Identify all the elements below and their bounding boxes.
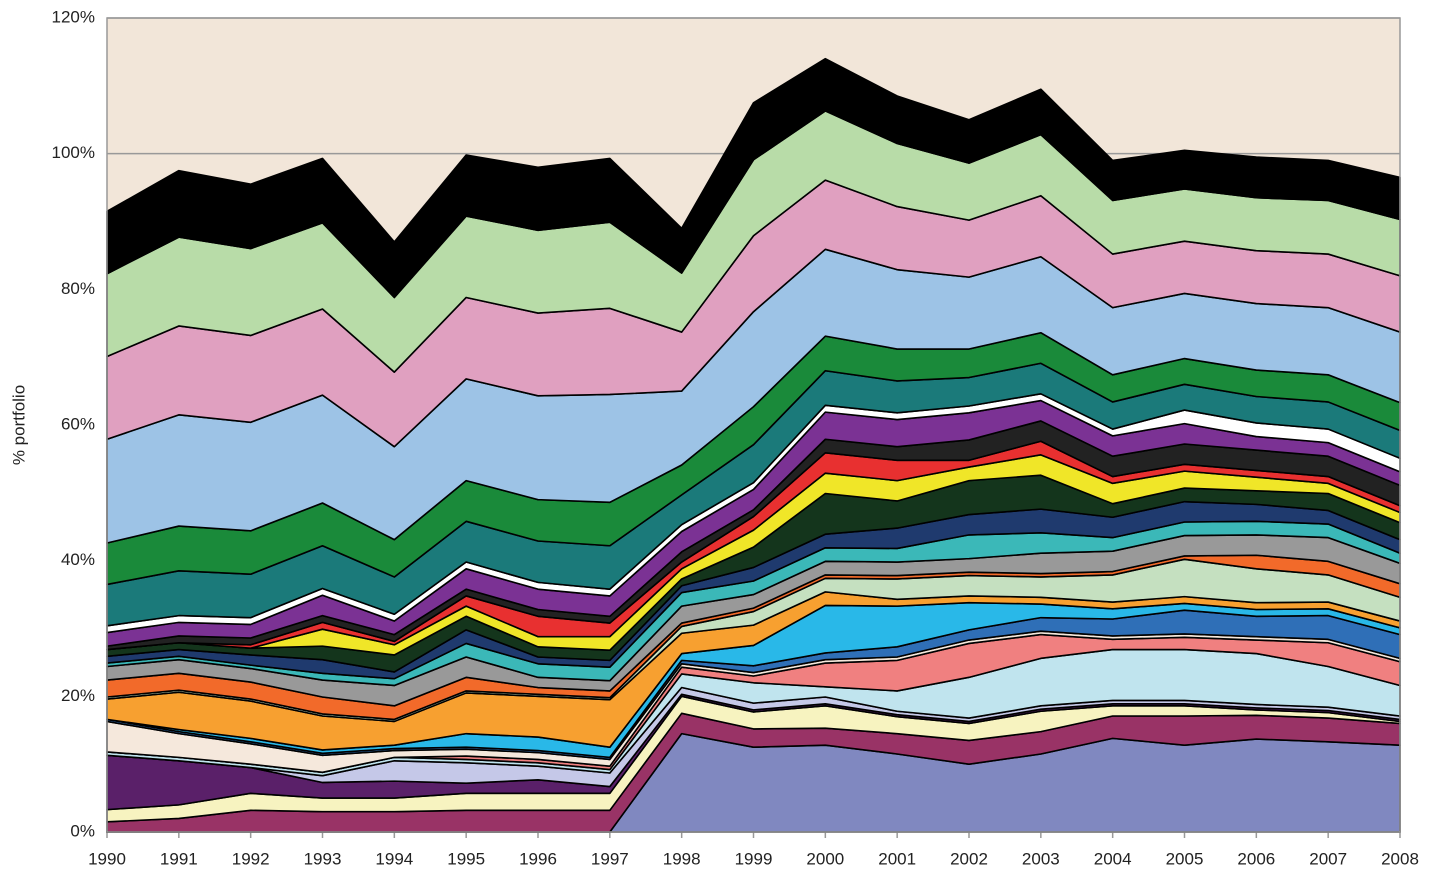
y-axis-label: % portfolio bbox=[9, 385, 28, 465]
x-tick-label: 2005 bbox=[1166, 849, 1204, 868]
x-tick-label: 1990 bbox=[88, 849, 126, 868]
x-tick-label: 1997 bbox=[591, 849, 629, 868]
x-tick-label: 1992 bbox=[232, 849, 270, 868]
x-tick-label: 2008 bbox=[1381, 849, 1419, 868]
x-tick-label: 1995 bbox=[447, 849, 485, 868]
y-tick-label: 80% bbox=[61, 279, 95, 298]
y-tick-label: 60% bbox=[61, 414, 95, 433]
plot-border bbox=[106, 17, 1401, 833]
x-tick-label: 1994 bbox=[375, 849, 413, 868]
x-tick-label: 2000 bbox=[806, 849, 844, 868]
x-tick-label: 2001 bbox=[878, 849, 916, 868]
x-tick-label: 2002 bbox=[950, 849, 988, 868]
x-tick-label: 1991 bbox=[160, 849, 198, 868]
x-tick-label: 1999 bbox=[735, 849, 773, 868]
x-tick-label: 2004 bbox=[1094, 849, 1132, 868]
y-tick-label: 100% bbox=[52, 143, 95, 162]
x-tick-label: 2006 bbox=[1237, 849, 1275, 868]
y-tick-label: 20% bbox=[61, 686, 95, 705]
y-tick-label: 0% bbox=[70, 821, 95, 840]
x-tick-label: 2003 bbox=[1022, 849, 1060, 868]
y-tick-label: 40% bbox=[61, 550, 95, 569]
x-tick-label: 2007 bbox=[1309, 849, 1347, 868]
x-tick-label: 1993 bbox=[304, 849, 342, 868]
x-tick-label: 1996 bbox=[519, 849, 557, 868]
x-tick-label: 1998 bbox=[663, 849, 701, 868]
y-tick-label: 120% bbox=[52, 7, 95, 26]
